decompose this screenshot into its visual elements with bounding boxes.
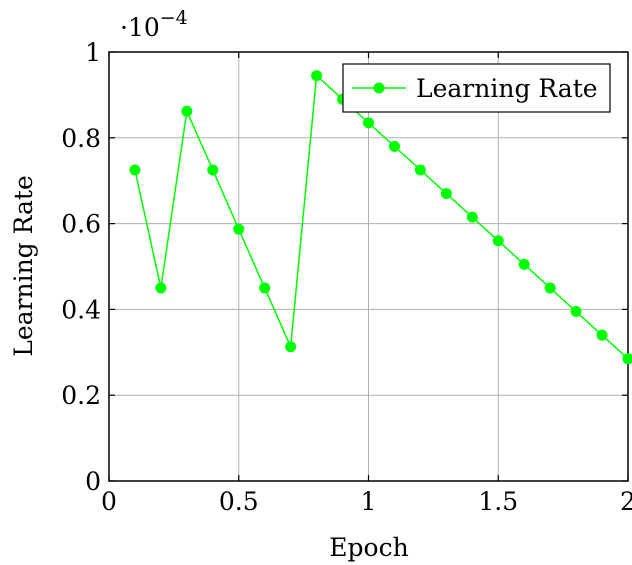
data-point-0-4 [233,223,245,235]
series-layer [129,70,632,365]
y-scale-base: ·10 [120,13,160,42]
data-point-0-7 [311,70,323,82]
data-point-0-5 [259,282,271,294]
data-point-0-18 [596,329,608,341]
data-point-0-19 [622,353,632,365]
x-axis-label: Epoch [329,533,408,562]
axes [108,51,629,482]
data-point-0-14 [492,235,504,247]
legend-marker [373,82,385,94]
y-tick-label-1: 0.2 [61,381,101,410]
series-line-0 [134,74,629,360]
y-tick-label-4: 0.8 [61,124,101,153]
data-point-0-6 [285,341,297,353]
x-tick-label-1: 0.5 [219,487,259,516]
y-tick-label-5: 1 [85,38,101,67]
data-point-0-11 [414,164,426,176]
y-axis-label: Learning Rate [9,175,38,357]
data-point-0-15 [518,258,530,270]
data-point-0-9 [363,117,374,129]
data-point-0-17 [570,306,582,318]
data-point-0-12 [440,188,452,200]
x-tick-label-3: 1.5 [478,487,518,516]
y-tick-label-3: 0.6 [61,210,101,239]
y-tick-label-0: 0 [85,467,101,496]
data-point-0-16 [544,282,556,294]
y-scale-factor: ·10−4 [120,7,188,42]
legend: Learning Rate [342,63,611,113]
y-tick-label-2: 0.4 [61,295,101,324]
x-tick-label-0: 0 [101,487,117,516]
data-point-0-13 [466,211,478,223]
tick-labels: 0 0.5 1 1.5 2 0 0.2 0.4 0.6 0.8 1 [61,38,632,516]
x-tick-label-4: 2 [620,487,632,516]
data-point-0-2 [181,105,193,117]
data-point-0-10 [388,140,400,152]
y-scale-exponent: −4 [160,7,188,29]
data-point-0-1 [155,282,167,294]
legend-label: Learning Rate [416,74,598,103]
data-point-0-3 [207,164,219,176]
data-point-0-0 [129,164,141,176]
x-tick-label-2: 1 [361,487,377,516]
